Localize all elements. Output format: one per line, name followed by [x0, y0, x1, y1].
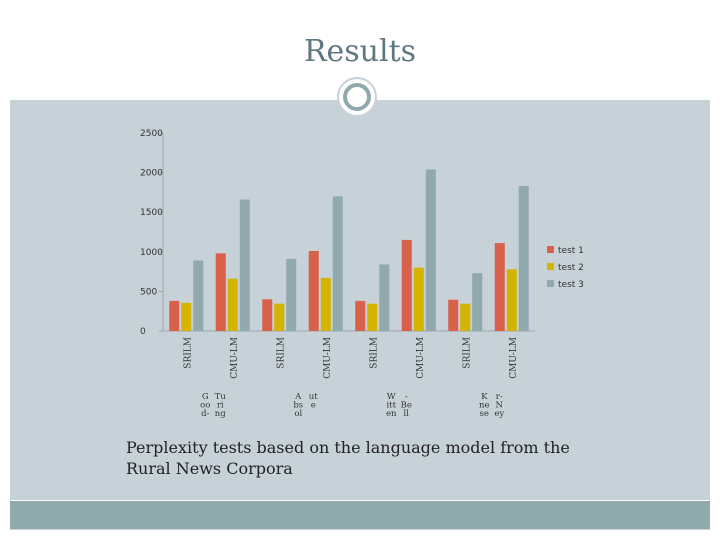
legend-label: test 3: [558, 280, 584, 290]
x-tick-label: SRILM: [369, 337, 379, 369]
slide-title: Results: [303, 34, 417, 69]
legend-swatch-test-1: [547, 246, 554, 253]
bar-test-3-2: [286, 258, 297, 331]
group-label-fragment: ol: [294, 409, 302, 419]
y-tick-label: 0: [140, 327, 146, 337]
group-label-fragment: ri: [217, 401, 224, 411]
group-label-fragment: e: [311, 401, 316, 411]
group-label-fragment: en: [386, 409, 397, 419]
bar-test-1-7: [494, 243, 505, 331]
legend-label: test 2: [558, 263, 584, 273]
bar-test-2-7: [506, 269, 517, 331]
bar-test-3-0: [193, 260, 204, 331]
y-tick-label: 500: [140, 287, 157, 297]
bar-test-3-7: [518, 186, 529, 331]
group-label-fragment: Be: [401, 401, 412, 411]
group-label-fragment: ne: [479, 401, 490, 411]
group-label-fragment: itt: [386, 401, 396, 411]
legend-swatch-test-2: [547, 263, 554, 270]
bar-test-2-2: [274, 303, 285, 331]
group-label-fragment: -: [405, 392, 408, 402]
group-label-fragment: d-: [201, 409, 209, 419]
bar-test-1-4: [355, 300, 366, 331]
y-tick-label: 2500: [140, 129, 163, 139]
bar-test-3-3: [332, 196, 343, 331]
group-label-fragment: N: [496, 401, 504, 411]
group-label-fragment: Tu: [215, 392, 227, 402]
bar-test-1-1: [215, 253, 226, 331]
bar-test-1-3: [308, 251, 319, 331]
y-tick-label: 1000: [140, 248, 163, 258]
y-tick-label: 2000: [140, 169, 163, 179]
group-label-fragment: r-: [496, 392, 503, 402]
group-label-fragment: se: [480, 409, 489, 419]
x-tick-label: SRILM: [462, 337, 472, 369]
bar-test-3-1: [239, 199, 250, 331]
x-tick-label: CMU-LM: [509, 337, 519, 379]
bar-test-2-1: [227, 278, 238, 331]
bar-test-3-5: [425, 169, 436, 331]
group-label-fragment: K: [481, 392, 488, 402]
bar-test-2-6: [460, 303, 471, 331]
bar-test-2-3: [320, 277, 331, 331]
bar-test-2-4: [367, 303, 378, 331]
x-tick-label: SRILM: [276, 337, 286, 369]
bottom-band: [10, 501, 710, 529]
y-tick-label: 1500: [140, 208, 163, 218]
title-ring-ornament: [337, 77, 377, 117]
bar-test-1-2: [262, 299, 273, 331]
content-band: [10, 100, 710, 500]
legend-label: test 1: [558, 246, 584, 256]
x-tick-label: CMU-LM: [230, 337, 240, 379]
group-label-fragment: ng: [215, 409, 226, 419]
bar-test-2-0: [181, 302, 192, 331]
bar-test-3-6: [472, 273, 483, 331]
bar-test-2-5: [413, 267, 424, 331]
bar-test-1-0: [169, 300, 180, 331]
group-label-fragment: bs: [293, 401, 303, 411]
legend-swatch-test-3: [547, 280, 554, 287]
ring-inner: [343, 83, 371, 111]
group-label-fragment: ey: [494, 409, 504, 419]
bar-test-3-4: [379, 264, 390, 331]
group-label-fragment: W: [387, 392, 396, 402]
chart-caption: Perplexity tests based on the language m…: [126, 438, 570, 478]
group-label-fragment: oo: [200, 401, 210, 411]
bar-test-1-6: [448, 299, 459, 331]
group-label-fragment: G: [202, 392, 209, 402]
x-tick-label: SRILM: [183, 337, 193, 369]
group-label-fragment: A: [294, 392, 302, 402]
group-label-fragment: ll: [404, 409, 410, 419]
x-tick-label: CMU-LM: [416, 337, 426, 379]
x-tick-label: CMU-LM: [323, 337, 333, 379]
bar-test-1-5: [401, 239, 412, 331]
group-label-fragment: ut: [309, 392, 318, 402]
